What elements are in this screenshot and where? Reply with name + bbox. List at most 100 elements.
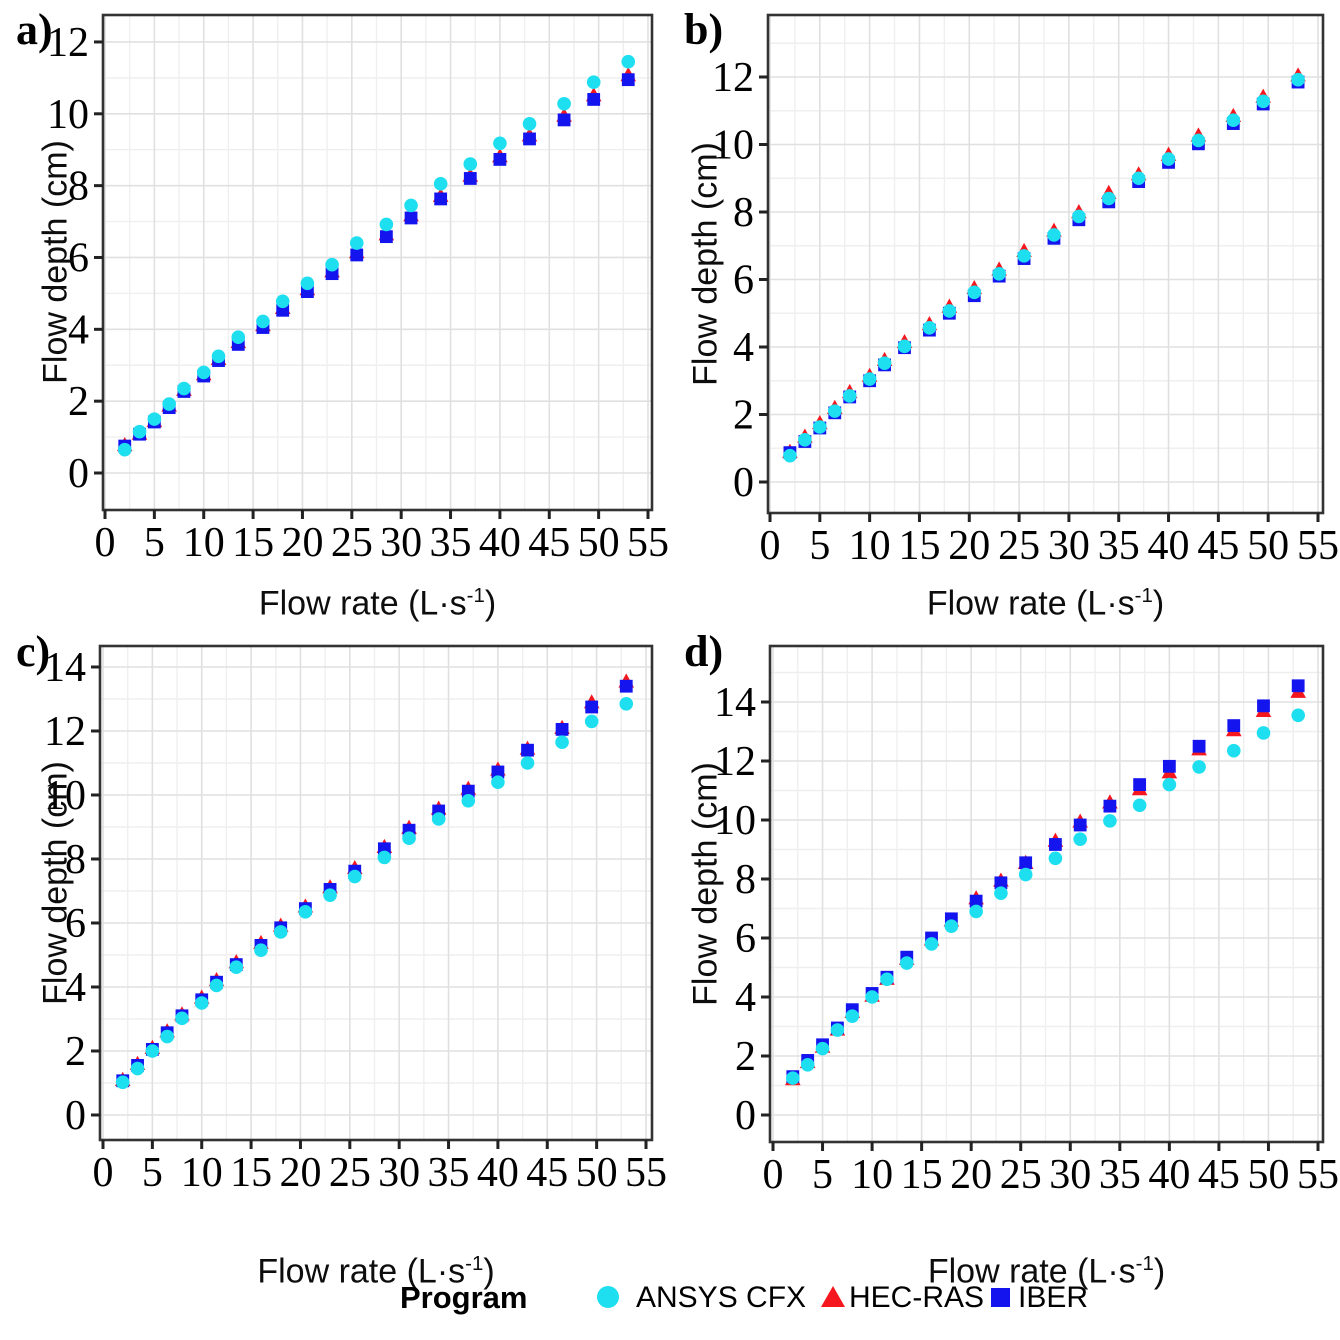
x-tick-label: 15: [898, 523, 940, 569]
triangle-marker-icon: [821, 1286, 845, 1307]
circle-marker-icon: [597, 1286, 619, 1308]
y-tick-label: 2: [65, 1029, 86, 1075]
y-axis-title-a: Flow depth (cm): [36, 140, 75, 384]
x-tick-label: 35: [430, 520, 472, 566]
y-tick-label: 14: [714, 680, 756, 726]
x-tick-label: 10: [851, 1152, 893, 1198]
x-tick-label: 20: [950, 1152, 992, 1198]
series-ansys-cfx: [115, 697, 634, 1090]
x-tick-label: 30: [1049, 1152, 1091, 1198]
y-tick-label: 4: [68, 307, 89, 353]
x-tick-label: 50: [1247, 523, 1289, 569]
panel-label-a: a): [16, 5, 53, 54]
x-tick-label: 55: [627, 520, 669, 566]
y-tick-label: 12: [44, 709, 86, 755]
y-tick-label: 8: [733, 190, 754, 236]
data-points: [114, 673, 635, 1090]
x-tick-label: 20: [948, 523, 990, 569]
y-tick-label: 6: [735, 916, 756, 962]
x-tick-label: 40: [1148, 1152, 1190, 1198]
x-tick-label: 50: [578, 520, 620, 566]
x-axis-title-superscript: -1: [465, 1253, 484, 1275]
x-tick-label: 40: [1148, 523, 1190, 569]
data-points: [785, 679, 1306, 1086]
panel-border: [101, 13, 654, 512]
x-tick-label: 15: [901, 1152, 943, 1198]
y-tick-label: 10: [44, 773, 86, 819]
x-tick-label: 25: [1000, 1152, 1042, 1198]
legend-label-ansys-cfx: ANSYS CFX: [636, 1281, 807, 1314]
data-points: [782, 67, 1306, 463]
x-axis-title-superscript: -1: [466, 585, 485, 607]
x-tick-label: 0: [93, 1150, 114, 1196]
x-axis-title-superscript: -1: [1135, 1253, 1154, 1275]
x-axis-title-close: ): [483, 1252, 495, 1291]
series-ansys-cfx: [117, 54, 636, 457]
x-tick-label: 0: [95, 520, 116, 566]
y-tick-label: 0: [65, 1093, 86, 1139]
y-tick-label: 12: [714, 739, 756, 785]
x-tick-label: 15: [232, 520, 274, 566]
x-tick-label: 30: [1048, 523, 1090, 569]
x-tick-label: 50: [1247, 1152, 1289, 1198]
series-ansys-cfx: [786, 708, 1305, 1085]
x-axis-title-close: ): [484, 584, 497, 623]
y-tick-label: 2: [68, 379, 89, 425]
y-tick-label: 6: [65, 901, 86, 947]
x-tick-label: 0: [760, 523, 781, 569]
y-axis-title-c: Flow depth (cm): [36, 761, 75, 1005]
gridlines: [770, 646, 1323, 1142]
x-axis-title-text: Flow rate (L·s: [927, 1252, 1136, 1291]
x-tick-label: 40: [479, 520, 521, 566]
x-axis-title-close: ): [1153, 1252, 1166, 1291]
gridlines: [100, 646, 652, 1140]
x-tick-label: 35: [1099, 1152, 1141, 1198]
x-tick-label: 50: [576, 1150, 618, 1196]
x-tick-label: 5: [812, 1152, 833, 1198]
x-tick-label: 45: [528, 520, 570, 566]
y-tick-label: 10: [47, 92, 89, 138]
x-axis-title-close: ): [1152, 584, 1165, 623]
y-tick-label: 4: [733, 325, 754, 371]
y-tick-label: 0: [733, 460, 754, 506]
x-tick-label: 30: [378, 1150, 420, 1196]
y-tick-label: 2: [735, 1034, 756, 1080]
x-tick-label: 20: [279, 1150, 321, 1196]
panel-border: [768, 644, 1325, 1144]
x-tick-label: 55: [1297, 1152, 1339, 1198]
y-tick-label: 6: [733, 258, 754, 304]
x-axis-title-superscript: -1: [1134, 585, 1153, 607]
x-tick-label: 55: [625, 1150, 667, 1196]
x-tick-label: 5: [809, 523, 830, 569]
legend-title: Program: [400, 1280, 528, 1315]
x-tick-label: 25: [329, 1150, 371, 1196]
x-axis-title-text: Flow rate (L·s: [257, 1252, 466, 1291]
legend-label-hec-ras: HEC-RAS: [849, 1281, 985, 1314]
y-axis-title-b: Flow depth (cm): [686, 142, 725, 386]
x-tick-label: 35: [1098, 523, 1140, 569]
x-tick-label: 45: [526, 1150, 568, 1196]
x-tick-label: 40: [477, 1150, 519, 1196]
gridlines: [103, 15, 652, 510]
x-tick-label: 30: [380, 520, 422, 566]
y-tick-label: 12: [47, 20, 89, 66]
square-marker-icon: [991, 1288, 1010, 1307]
x-tick-label: 25: [998, 523, 1040, 569]
y-tick-label: 8: [68, 164, 89, 210]
x-tick-label: 45: [1197, 523, 1239, 569]
y-tick-label: 2: [733, 393, 754, 439]
panel-label-c: c): [16, 627, 51, 676]
x-axis-title-text: Flow rate (L·s: [926, 584, 1135, 623]
x-axis-title-c: Flow rate (L·s-1): [100, 1244, 652, 1291]
y-tick-label: 14: [44, 645, 86, 691]
panel-label-d: d): [684, 627, 724, 676]
x-tick-label: 5: [142, 1150, 163, 1196]
y-tick-label: 8: [735, 857, 756, 903]
y-tick-label: 0: [68, 451, 89, 497]
